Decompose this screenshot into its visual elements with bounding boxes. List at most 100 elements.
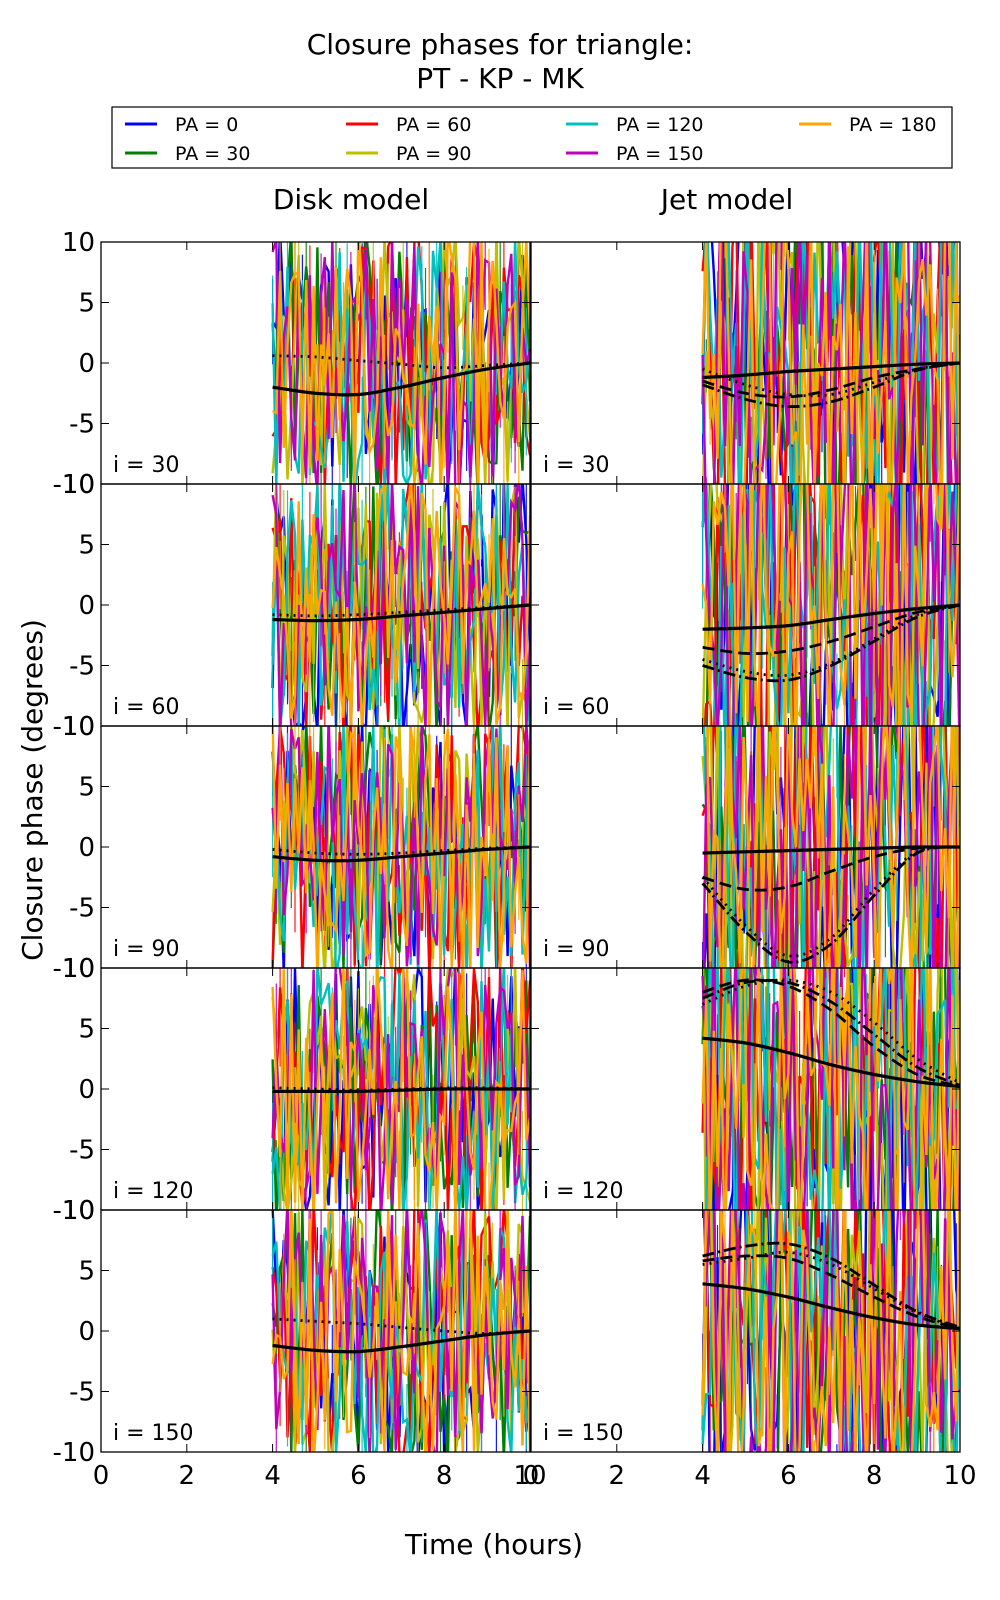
data-series-pa=180 bbox=[271, 484, 530, 726]
noisy-data-group bbox=[701, 1210, 960, 1452]
model-curve-solid bbox=[272, 1329, 530, 1354]
x-tick-label: 6 bbox=[780, 1461, 797, 1491]
model-curve-dotted bbox=[272, 603, 530, 618]
inclination-label: i = 150 bbox=[543, 1421, 624, 1446]
legend-entry: PA = 180 bbox=[799, 114, 937, 136]
y-tick-label: -10 bbox=[53, 470, 95, 500]
x-tick-label: 0 bbox=[523, 1461, 540, 1491]
model-curve-dashdot bbox=[702, 361, 960, 409]
model-curve-solid bbox=[702, 361, 960, 380]
y-tick-label: -5 bbox=[69, 652, 95, 682]
model-curve-dashdot bbox=[702, 1241, 960, 1329]
model-curve-dotted bbox=[701, 845, 960, 958]
noisy-data-group bbox=[271, 1210, 530, 1452]
legend-label: PA = 150 bbox=[616, 143, 704, 165]
legend-entry: PA = 0 bbox=[125, 114, 238, 136]
model-curve-dashed bbox=[702, 603, 960, 655]
legend-label: PA = 120 bbox=[616, 114, 704, 136]
y-tick-label: 0 bbox=[78, 1075, 95, 1105]
data-series-pa=180 bbox=[701, 1210, 960, 1452]
panel-disk-2: -10 -5 0 5 10 i = 90 bbox=[53, 712, 531, 984]
model-curve-solid bbox=[702, 603, 960, 631]
legend-entry: PA = 60 bbox=[346, 114, 471, 136]
y-tick-label: -5 bbox=[69, 1136, 95, 1166]
inclination-label: i = 60 bbox=[113, 695, 180, 720]
y-tick-label: -10 bbox=[53, 712, 95, 742]
x-tick-label: 2 bbox=[179, 1461, 196, 1491]
noisy-data-group bbox=[701, 726, 960, 968]
data-series-pa=180 bbox=[705, 726, 960, 968]
y-tick-label: -10 bbox=[53, 1196, 95, 1226]
y-tick-label: -5 bbox=[69, 410, 95, 440]
model-curve-solid bbox=[272, 603, 530, 623]
x-tick-label: 2 bbox=[609, 1461, 626, 1491]
model-curve-dashed bbox=[702, 1254, 960, 1330]
data-series-pa=180 bbox=[701, 242, 960, 484]
y-tick-label: 10 bbox=[62, 712, 95, 742]
y-tick-label: 0 bbox=[78, 1317, 95, 1347]
y-tick-label: -5 bbox=[69, 1378, 95, 1408]
model-curve-dotted bbox=[702, 1250, 960, 1330]
panel-jet-4: 0 2 4 6 8 10 i = 150 bbox=[523, 1209, 977, 1491]
data-series-pa=150 bbox=[271, 242, 530, 484]
panel-disk-0: -10 -5 0 5 10 i = 30 bbox=[53, 228, 531, 500]
data-series-pa=120 bbox=[271, 1210, 530, 1452]
y-axis-label: Closure phase (degrees) bbox=[16, 619, 49, 961]
inclination-label: i = 120 bbox=[543, 1179, 624, 1204]
panel-grid: -10 -5 0 5 10 i = 30 i = 30 -10 -5 0 5 10 i = 60 i = … bbox=[53, 228, 977, 1491]
data-series-pa=180 bbox=[271, 726, 530, 968]
model-curve-dotted bbox=[272, 1086, 530, 1092]
y-tick-label: 10 bbox=[62, 470, 95, 500]
model-curve-solid bbox=[702, 1282, 960, 1331]
y-tick-label: 10 bbox=[62, 954, 95, 984]
legend-entry: PA = 30 bbox=[125, 143, 250, 165]
chart-title-line-1: Closure phases for triangle: bbox=[307, 28, 694, 61]
model-curve-solid bbox=[272, 845, 530, 863]
data-series-pa=180 bbox=[701, 484, 960, 726]
data-series-pa=150 bbox=[702, 1210, 960, 1452]
legend-frame bbox=[111, 106, 953, 169]
x-tick-label: 10 bbox=[943, 1461, 976, 1491]
data-series-pa=180 bbox=[701, 968, 960, 1210]
data-series-pa=150 bbox=[271, 484, 530, 726]
x-tick-label: 8 bbox=[866, 1461, 883, 1491]
legend-entry: PA = 90 bbox=[346, 143, 471, 165]
inclination-label: i = 60 bbox=[543, 695, 610, 720]
legend-entry: PA = 120 bbox=[566, 114, 704, 136]
y-tick-label: 0 bbox=[78, 349, 95, 379]
inclination-label: i = 120 bbox=[113, 1179, 194, 1204]
legend-label: PA = 0 bbox=[175, 114, 238, 136]
model-curve-solid bbox=[272, 1087, 530, 1094]
legend: PA = 0 PA = 30 PA = 60 PA = 90 PA = 120 PA = … bbox=[111, 106, 953, 169]
noisy-data-group bbox=[701, 484, 960, 726]
x-tick-label: 6 bbox=[350, 1461, 367, 1491]
column-title-jet-model: Jet model bbox=[659, 183, 794, 216]
y-tick-label: 5 bbox=[78, 773, 95, 803]
data-series-pa=180 bbox=[272, 242, 530, 484]
inclination-label: i = 90 bbox=[113, 937, 180, 962]
legend-label: PA = 90 bbox=[396, 143, 471, 165]
x-tick-label: 10 bbox=[513, 1461, 546, 1491]
panel-disk-3: -10 -5 0 5 10 i = 120 bbox=[53, 954, 531, 1226]
panel-jet-0: i = 30 bbox=[530, 241, 961, 485]
y-tick-label: -10 bbox=[53, 1438, 95, 1468]
x-tick-label: 8 bbox=[436, 1461, 453, 1491]
chart-title-line-2: PT - KP - MK bbox=[416, 62, 584, 95]
noisy-data-group bbox=[271, 242, 530, 484]
inclination-label: i = 150 bbox=[113, 1421, 194, 1446]
data-series-pa=90 bbox=[702, 242, 960, 484]
legend-entry: PA = 150 bbox=[566, 143, 704, 165]
model-curve-solid bbox=[702, 1036, 960, 1089]
noisy-data-group bbox=[271, 484, 530, 726]
y-tick-label: 5 bbox=[78, 1015, 95, 1045]
y-tick-label: 5 bbox=[78, 289, 95, 319]
model-curve-dotted bbox=[272, 1317, 530, 1335]
inclination-label: i = 90 bbox=[543, 937, 610, 962]
x-tick-label: 0 bbox=[93, 1461, 110, 1491]
y-tick-label: -10 bbox=[53, 954, 95, 984]
inclination-label: i = 30 bbox=[543, 453, 610, 478]
legend-label: PA = 60 bbox=[396, 114, 471, 136]
model-curve-dashdot bbox=[702, 978, 960, 1087]
panel-disk-1: -10 -5 0 5 10 i = 60 bbox=[53, 470, 531, 742]
